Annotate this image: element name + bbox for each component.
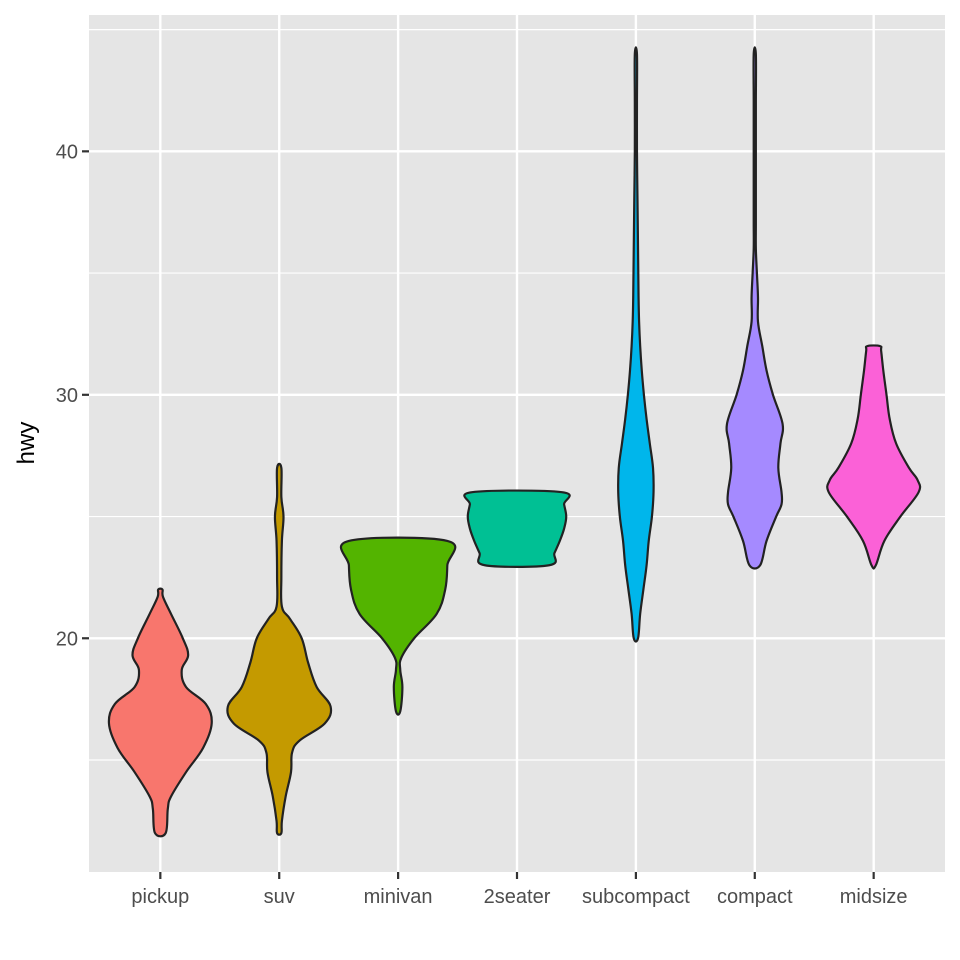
violins <box>107 46 922 838</box>
x-tick-label: minivan <box>364 886 433 908</box>
x-tick-label: suv <box>264 886 295 908</box>
x-tick-label: pickup <box>131 886 189 908</box>
y-tick-label: 30 <box>56 385 78 407</box>
violin-midsize <box>826 344 922 570</box>
violin-2seater <box>463 489 571 568</box>
y-tick-label: 40 <box>56 141 78 163</box>
violin-pickup <box>107 587 213 838</box>
violin-suv <box>226 462 333 836</box>
violin-compact <box>725 46 785 570</box>
x-tick-label: compact <box>717 886 793 908</box>
x-tick-label: subcompact <box>582 886 690 908</box>
violin-minivan <box>339 536 457 716</box>
y-axis: 20 30 40 <box>56 141 89 650</box>
y-axis-title: hwy <box>13 422 40 465</box>
x-tick-label: 2seater <box>484 886 551 908</box>
x-tick-label: midsize <box>840 886 908 908</box>
x-axis: pickup suv minivan 2seater subcompact compact… <box>131 872 908 908</box>
y-tick-label: 20 <box>56 628 78 650</box>
violin-subcompact <box>617 46 655 643</box>
